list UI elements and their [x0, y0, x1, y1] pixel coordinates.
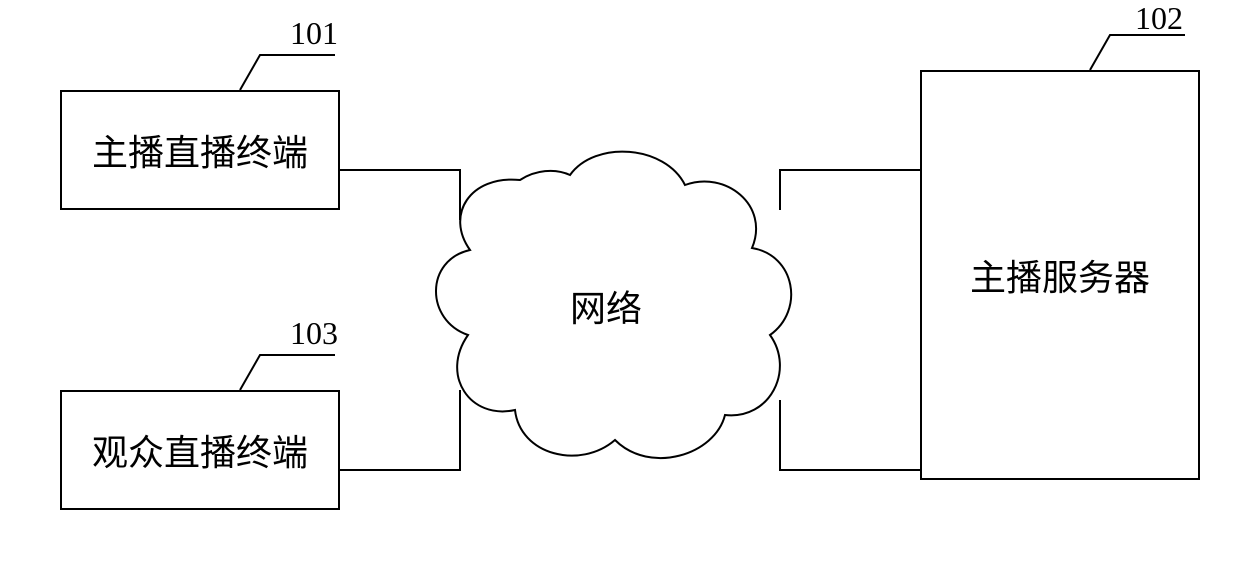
ref-label-102: 102 [1135, 0, 1183, 37]
node-audience-terminal: 观众直播终端 [60, 390, 340, 510]
node-network-label: 网络 [570, 280, 642, 332]
node-audience-terminal-label: 观众直播终端 [92, 424, 308, 476]
edge-audience-network [340, 390, 460, 470]
ref-label-101: 101 [290, 15, 338, 52]
ref-tick-101 [240, 55, 335, 90]
ref-tick-103 [240, 355, 335, 390]
edge-server-network-bottom [780, 400, 920, 470]
diagram-canvas: 主播直播终端 101 观众直播终端 103 主播服务器 102 网络 [0, 0, 1240, 587]
node-server: 主播服务器 [920, 70, 1200, 480]
edge-server-network-top [780, 170, 920, 210]
ref-label-103: 103 [290, 315, 338, 352]
node-server-label: 主播服务器 [970, 249, 1150, 301]
node-anchor-terminal: 主播直播终端 [60, 90, 340, 210]
node-anchor-terminal-label: 主播直播终端 [92, 124, 308, 176]
edge-anchor-network [340, 170, 460, 220]
ref-tick-102 [1090, 35, 1185, 70]
